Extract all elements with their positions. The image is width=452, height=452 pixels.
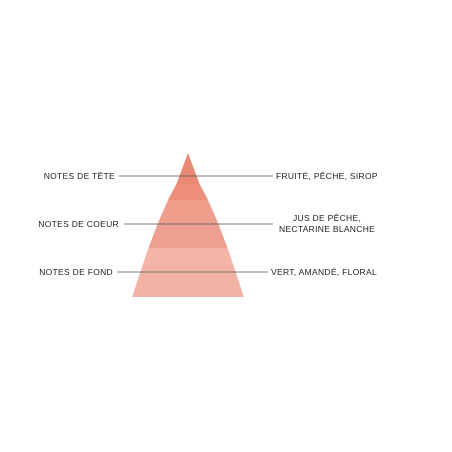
tier-top-band-lower	[168, 184, 208, 200]
tier-bottom-band-lower	[132, 272, 244, 297]
tier-label-middle: NOTES DE COEUR	[38, 218, 119, 229]
tier-top-band	[176, 153, 200, 184]
tier-label-bottom: NOTES DE FOND	[39, 266, 113, 277]
tier-notes-top: FRUITÉ, PÊCHE, SIROP	[276, 171, 378, 182]
tier-middle-band	[158, 200, 218, 222]
tier-notes-top-line-1: FRUITÉ, PÊCHE, SIROP	[276, 170, 378, 181]
tier-middle-band-lower	[148, 222, 228, 248]
tier-notes-bottom-line-1: VERT, AMANDÉ, FLORAL	[271, 266, 377, 277]
tier-notes-middle: JUS DE PÊCHE, NECTARINE BLANCHE	[279, 213, 375, 235]
tier-notes-middle-line-1: JUS DE PÊCHE,	[292, 213, 362, 223]
tier-label-top: NOTES DE TÊTE	[43, 170, 115, 181]
tier-bottom-band	[140, 248, 236, 272]
tier-notes-middle-line-2: NECTARINE BLANCHE	[279, 224, 376, 234]
tier-notes-bottom: VERT, AMANDÉ, FLORAL	[271, 267, 377, 278]
